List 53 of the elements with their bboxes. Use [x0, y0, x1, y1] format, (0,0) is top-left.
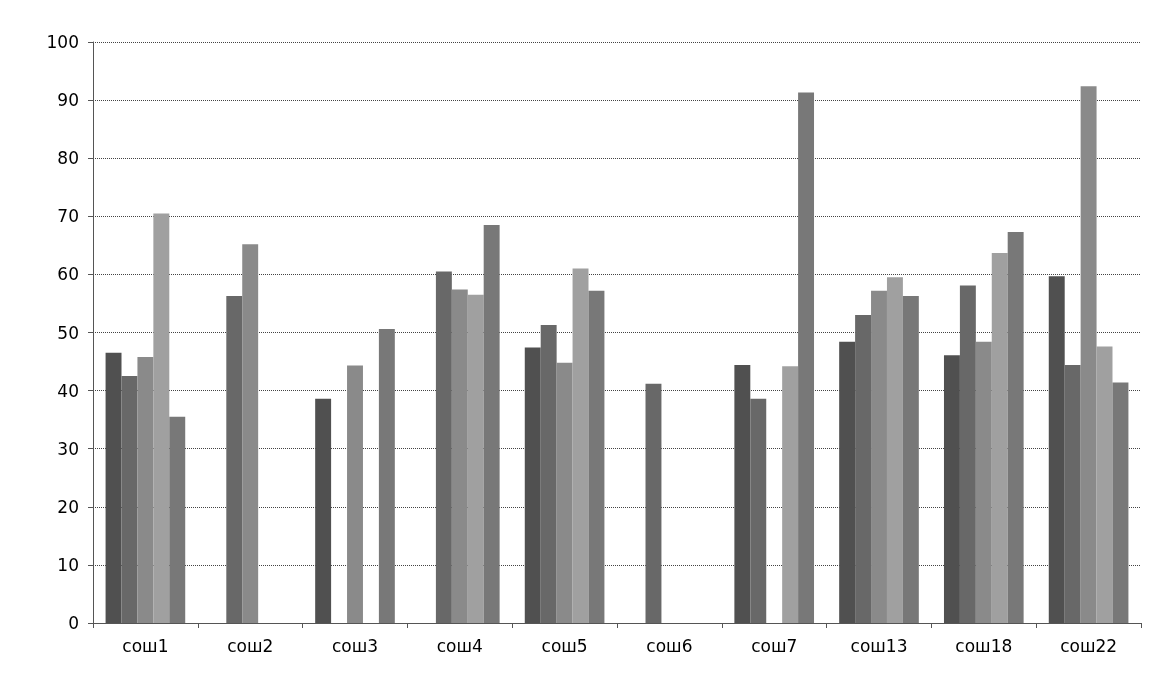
bar	[750, 398, 767, 623]
x-tick-label: сош2	[227, 635, 274, 656]
bar	[871, 290, 887, 623]
bar	[588, 290, 605, 623]
bar	[959, 285, 976, 623]
bar	[451, 289, 468, 623]
bar	[467, 294, 484, 623]
bar	[1112, 382, 1129, 623]
y-tick-label: 20	[57, 496, 79, 517]
y-tick-label: 100	[46, 32, 79, 52]
bar	[121, 376, 138, 623]
y-tick-label: 40	[57, 380, 79, 401]
x-tick-label: сош7	[751, 635, 798, 656]
bar	[242, 244, 259, 623]
y-tick-label: 70	[57, 206, 79, 227]
bar	[378, 329, 395, 623]
bar	[886, 277, 903, 623]
bar	[435, 271, 452, 623]
x-tick-label: сош4	[436, 635, 483, 656]
x-tick-label: сош22	[1060, 635, 1118, 656]
y-tick-label: 30	[57, 438, 79, 459]
bar	[645, 383, 662, 623]
y-tick-label: 80	[57, 148, 79, 169]
bar	[1096, 346, 1113, 623]
bar	[1080, 86, 1097, 623]
x-tick-label: сош5	[541, 635, 588, 656]
bar	[556, 362, 573, 623]
bar	[798, 92, 815, 623]
x-tick-label: сош3	[331, 635, 379, 656]
bar	[347, 365, 363, 623]
bar	[975, 341, 992, 623]
y-tick-label: 50	[57, 322, 79, 343]
bar	[226, 295, 243, 623]
bar	[1007, 231, 1024, 623]
bar	[1064, 365, 1081, 623]
bar	[902, 295, 919, 623]
y-tick-label: 90	[57, 90, 79, 111]
bar	[137, 356, 154, 623]
bar	[483, 225, 500, 623]
x-tick-label: сош6	[646, 635, 693, 656]
x-tick-label: сош18	[955, 635, 1013, 656]
bar	[991, 252, 1008, 623]
y-tick-label: 60	[57, 264, 79, 285]
bar	[572, 268, 589, 623]
y-tick-label: 10	[57, 554, 79, 575]
bar	[782, 366, 799, 623]
bar	[153, 213, 170, 623]
y-tick-label: 0	[68, 613, 79, 633]
x-tick-label: сош1	[122, 635, 169, 656]
bar	[855, 315, 872, 623]
bar	[169, 416, 186, 623]
bar	[540, 324, 557, 623]
x-tick-label: сош13	[850, 635, 908, 656]
